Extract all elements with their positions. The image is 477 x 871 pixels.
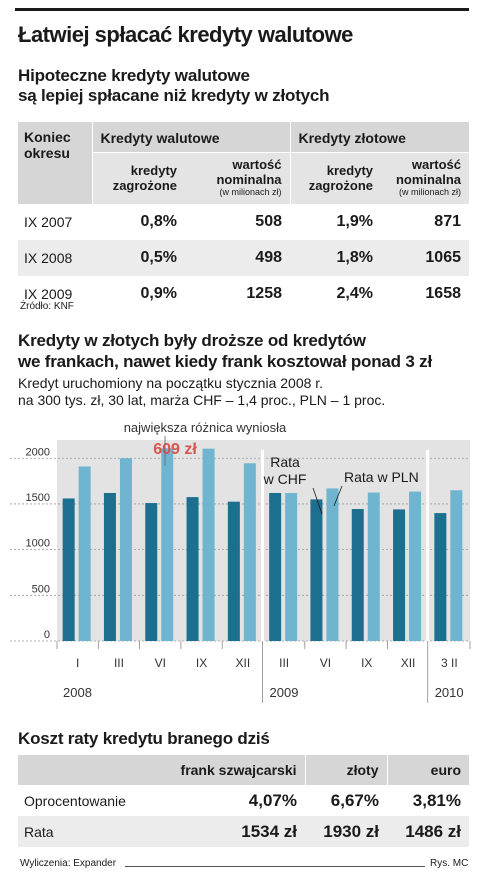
table2-title: Koszt raty kredytu branego dziś (18, 729, 270, 748)
installment-chart: 0 500 1000 1500 2000 I III VI IX XII III VI IX XII 3 I… (0, 410, 477, 712)
x-tick-label: III (114, 656, 124, 670)
bar-chf (310, 499, 323, 641)
npl-table: Koniec okresu Kredyty walutowe Kredyty z… (18, 122, 469, 312)
x-tick-label: IX (361, 656, 372, 670)
annotation-value: 609 zł (153, 441, 197, 458)
x-tick-label: VI (320, 656, 331, 670)
legend-chf-leader (312, 487, 323, 515)
bar-chf (393, 509, 406, 641)
col-period-header: Koniec okresu (18, 122, 92, 204)
bar-pln (78, 466, 91, 641)
legend-pln-leader (333, 485, 343, 507)
footer-rule (125, 866, 425, 867)
bar-chf (227, 501, 240, 641)
year-label: 2009 (270, 685, 299, 700)
cost-table: frank szwajcarski złoty euro Oprocentowa… (18, 755, 469, 847)
section2-title-line1: Kredyty w złotych były droższe od kredyt… (18, 331, 366, 350)
main-title: Łatwiej spłacać kredyty walutowe (18, 22, 353, 47)
group-pln-header: Kredyty złotowe (289, 122, 469, 153)
bar-pln (161, 448, 174, 641)
y-tick-label: 2000 (26, 446, 50, 458)
x-tick-label: VI (155, 656, 166, 670)
y-tick-label: 500 (32, 583, 50, 595)
table-row: IX 2009 0,9% 1258 2,4% 1658 (24, 285, 461, 302)
year-label: 2010 (435, 685, 464, 700)
x-tick-label: I (76, 656, 79, 670)
bar-chf (186, 497, 199, 641)
col-chf-header: frank szwajcarski (153, 755, 305, 785)
pln-risk-header: kredyty zagrożone (289, 152, 381, 204)
section2-title-line2: we frankach, nawet kiedy frank kosztował… (18, 352, 432, 371)
annotation-text: największa różnica wyniosła (124, 420, 287, 435)
x-tick-label: XII (236, 656, 251, 670)
top-rule (15, 8, 469, 11)
chart-note-line2: na 300 tys. zł, 30 lat, marża CHF – 1,4 … (18, 392, 386, 408)
bar-pln (326, 488, 339, 641)
table1-source: Źródło: KNF (20, 301, 74, 312)
bar-chf (434, 513, 447, 641)
chart-note-line1: Kredyt uruchomiony na początku stycznia … (18, 375, 324, 391)
table-row: IX 2008 0,5% 498 1,8% 1065 (18, 240, 469, 276)
bar-pln (119, 458, 132, 641)
y-tick-label: 1500 (26, 492, 50, 504)
footer-credit: Rys. MC (430, 858, 469, 869)
group-fx-header: Kredyty walutowe (91, 122, 290, 153)
bar-pln (243, 463, 256, 641)
section1-title-line1: Hipoteczne kredyty walutowe (18, 66, 250, 85)
bar-chf (351, 508, 364, 641)
bar-chf (145, 503, 158, 641)
bar-pln (409, 491, 422, 641)
x-tick-label: 3 II (441, 656, 458, 670)
bar-pln (367, 492, 380, 641)
table-row: IX 2007 0,8% 508 1,9% 871 (24, 213, 461, 230)
bar-chf (103, 492, 116, 641)
bar-pln (450, 490, 463, 641)
legend-chf-line1: Rata (270, 454, 300, 470)
bar-chf (269, 492, 282, 641)
x-tick-label: III (279, 656, 289, 670)
legend-pln: Rata w PLN (344, 469, 419, 485)
x-tick-label: XII (401, 656, 416, 670)
footer-calc: Wyliczenia: Expander (20, 858, 117, 869)
fx-risk-header: kredyty zagrożone (91, 152, 185, 204)
y-tick-label: 1000 (26, 538, 50, 550)
table-row: Oprocentowanie 4,07% 6,67% 3,81% (24, 790, 461, 810)
col-eur-header: euro (386, 755, 469, 785)
fx-nominal-header: wartość nominalna (w milionach zł) (185, 152, 290, 204)
legend-chf-line2: w CHF (263, 471, 307, 487)
table-row: Rata 1534 zł 1930 zł 1486 zł (18, 816, 469, 847)
bar-pln (202, 448, 215, 641)
pln-nominal-header: wartość nominalna (w milionach zł) (381, 152, 469, 204)
x-tick-label: IX (196, 656, 207, 670)
section1-title-line2: są lepiej spłacane niż kredyty w złotych (18, 86, 330, 105)
y-tick-label: 0 (44, 629, 50, 641)
year-label: 2008 (63, 685, 92, 700)
col-pln-header: złoty (304, 755, 387, 785)
bar-pln (285, 492, 298, 641)
bar-chf (62, 498, 75, 641)
